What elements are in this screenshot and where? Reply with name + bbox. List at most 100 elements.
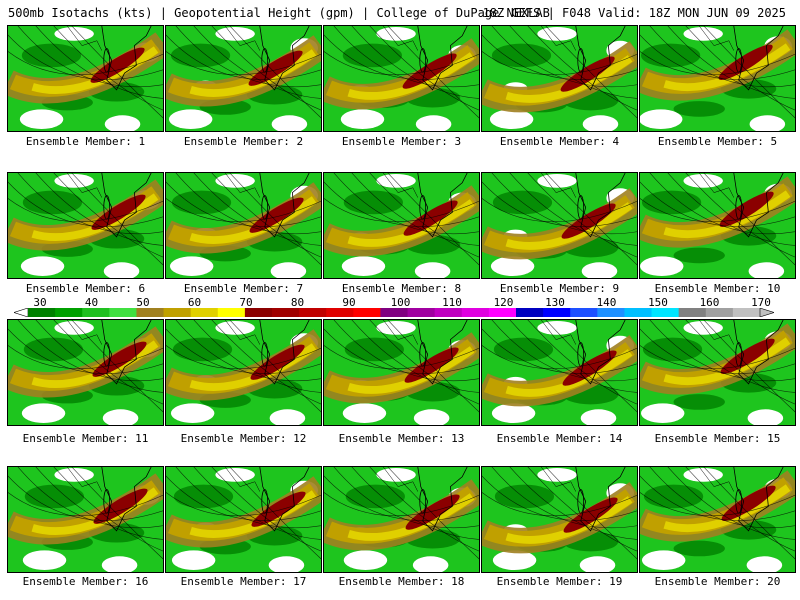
ensemble-member-caption: Ensemble Member: 14 [496, 432, 623, 445]
colorbar-tick-label: 80 [290, 296, 305, 309]
colorbar-swatch [678, 308, 707, 317]
isotach-map [324, 26, 479, 131]
ensemble-member-caption: Ensemble Member: 10 [654, 282, 781, 295]
ensemble-member-caption: Ensemble Member: 12 [180, 432, 307, 445]
ensemble-map-panel [7, 319, 164, 426]
colorbar-swatch [244, 308, 273, 317]
colorbar-swatch [380, 308, 409, 317]
isotach-map [8, 320, 163, 425]
colorbar-swatch [516, 308, 544, 317]
colorbar-tick-label: 30 [33, 296, 47, 309]
colorbar-swatch [597, 308, 625, 317]
colorbar-labels: 30 40 50 60 70 80 90 100 110 120 130 140 150 160 170 [0, 296, 800, 309]
colorbar-tick-label: 100 [390, 296, 411, 309]
ensemble-map-panel [165, 25, 322, 132]
colorbar-tick-label: 60 [187, 296, 202, 309]
ensemble-map-panel [481, 25, 638, 132]
colorbar-tick-label: 110 [442, 296, 462, 309]
ensemble-member-caption: Ensemble Member: 20 [654, 575, 781, 588]
ensemble-map-panel [323, 319, 480, 426]
colorbar-swatch [55, 308, 83, 317]
ensemble-member-caption: Ensemble Member: 9 [499, 282, 620, 295]
ensemble-member-caption: Ensemble Member: 15 [654, 432, 781, 445]
colorbar-tick-label: 150 [648, 296, 668, 309]
isotach-map [324, 173, 479, 278]
header-valid-time: 18Z GEFS | F048 Valid: 18Z MON JUN 09 20… [482, 6, 786, 20]
ensemble-map-panel [481, 319, 638, 426]
colorbar-swatch [136, 308, 165, 317]
ensemble-map-panel [481, 466, 638, 573]
isotach-map [166, 320, 321, 425]
ensemble-member-caption: Ensemble Member: 5 [657, 135, 778, 148]
isotach-map [640, 467, 795, 572]
colorbar-tick-label: 140 [596, 296, 617, 309]
isotach-map [482, 173, 637, 278]
isotach-map [8, 26, 163, 131]
ensemble-map-panel [323, 172, 480, 279]
colorbar-swatch [651, 308, 680, 317]
ensemble-member-caption: Ensemble Member: 7 [183, 282, 304, 295]
colorbar-swatch [326, 308, 354, 317]
isotach-map [166, 173, 321, 278]
ensemble-member-caption: Ensemble Member: 4 [499, 135, 620, 148]
colorbar-tick-label: 90 [342, 296, 356, 309]
isotach-map [8, 467, 163, 572]
ensemble-member-caption: Ensemble Member: 6 [25, 282, 146, 295]
ensemble-member-caption: Ensemble Member: 17 [180, 575, 307, 588]
colorbar-swatch [624, 308, 653, 317]
colorbar-swatch [353, 308, 381, 317]
isotach-map [324, 320, 479, 425]
colorbar-tick-label: 160 [699, 296, 720, 309]
isotach-map [166, 26, 321, 131]
isotach-map [166, 467, 321, 572]
ensemble-map-panel [7, 172, 164, 279]
ensemble-map-panel [323, 466, 480, 573]
ensemble-member-caption: Ensemble Member: 2 [183, 135, 304, 148]
header-title: 500mb Isotachs (kts) | Geopotential Heig… [8, 6, 550, 20]
colorbar-swatch [732, 308, 761, 317]
ensemble-member-caption: Ensemble Member: 18 [338, 575, 465, 588]
colorbar-swatch [82, 308, 110, 317]
ensemble-map-panel [481, 172, 638, 279]
colorbar-tick-label: 120 [493, 296, 514, 309]
colorbar-tick-label: 50 [136, 296, 150, 309]
isotach-map [640, 26, 795, 131]
colorbar-tick-label: 170 [751, 296, 771, 309]
colorbar-tick-label: 40 [84, 296, 99, 309]
ensemble-map-panel [323, 25, 480, 132]
colorbar [14, 308, 774, 317]
isotach-map [640, 320, 795, 425]
isotach-map [482, 26, 637, 131]
ensemble-map-panel [639, 466, 796, 573]
colorbar-tick-label: 130 [545, 296, 565, 309]
isotach-map [640, 173, 795, 278]
colorbar-swatch [190, 308, 219, 317]
colorbar-swatch [272, 308, 300, 317]
colorbar-swatch [461, 308, 490, 317]
ensemble-member-caption: Ensemble Member: 11 [22, 432, 149, 445]
colorbar-swatch [570, 308, 598, 317]
ensemble-map-panel [7, 466, 164, 573]
ensemble-member-caption: Ensemble Member: 3 [341, 135, 462, 148]
isotach-map [482, 320, 637, 425]
colorbar-tick-label: 70 [239, 296, 253, 309]
colorbar-swatch [163, 308, 192, 317]
ensemble-map-panel [639, 319, 796, 426]
colorbar-swatch [28, 308, 56, 317]
colorbar-swatch [543, 308, 571, 317]
colorbar-swatch [705, 308, 734, 317]
ensemble-member-caption: Ensemble Member: 13 [338, 432, 465, 445]
ensemble-member-caption: Ensemble Member: 16 [22, 575, 149, 588]
ensemble-member-caption: Ensemble Member: 8 [341, 282, 462, 295]
isotach-map [324, 467, 479, 572]
ensemble-member-caption: Ensemble Member: 19 [496, 575, 623, 588]
colorbar-swatch [488, 308, 517, 317]
colorbar-swatch [407, 308, 436, 317]
isotach-map [482, 467, 637, 572]
colorbar-swatch [109, 308, 137, 317]
ensemble-map-panel [165, 319, 322, 426]
ensemble-map-panel [639, 172, 796, 279]
ensemble-member-caption: Ensemble Member: 1 [25, 135, 146, 148]
ensemble-map-panel [7, 25, 164, 132]
isotach-map [8, 173, 163, 278]
